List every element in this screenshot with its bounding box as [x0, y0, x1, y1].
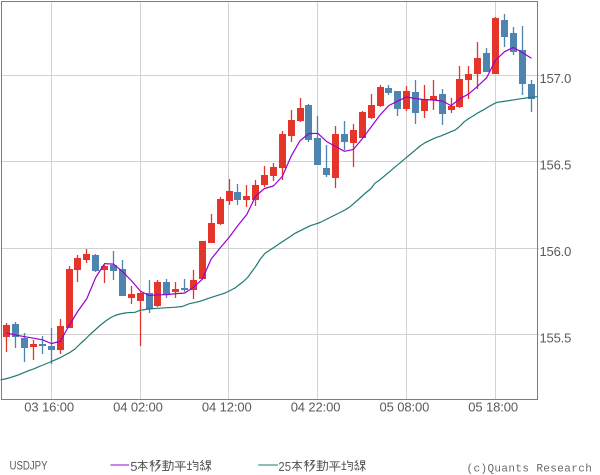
- svg-text:155.5: 155.5: [540, 330, 572, 345]
- svg-text:05 18:00: 05 18:00: [468, 400, 518, 415]
- svg-text:04 12:00: 04 12:00: [202, 400, 252, 415]
- svg-text:5: 5: [130, 459, 137, 474]
- svg-text:156.5: 156.5: [540, 158, 572, 173]
- svg-text:(c)Quants Research: (c)Quants Research: [467, 463, 592, 475]
- svg-text:157.0: 157.0: [540, 71, 572, 86]
- svg-text:04 02:00: 04 02:00: [113, 400, 163, 415]
- svg-text:03 16:00: 03 16:00: [24, 400, 74, 415]
- svg-text:05 08:00: 05 08:00: [380, 400, 430, 415]
- svg-text:156.0: 156.0: [540, 244, 572, 259]
- svg-text:25: 25: [278, 459, 291, 474]
- svg-text:04 22:00: 04 22:00: [291, 400, 341, 415]
- svg-text:USDJPY: USDJPY: [10, 459, 48, 473]
